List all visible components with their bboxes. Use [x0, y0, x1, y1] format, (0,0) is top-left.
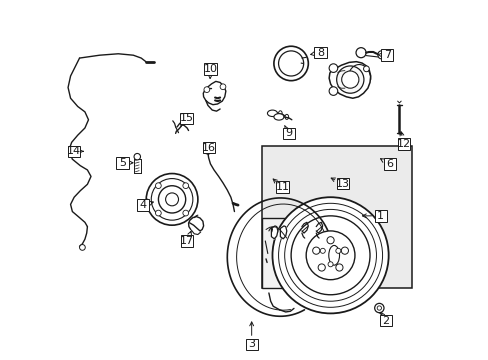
Circle shape	[328, 87, 337, 95]
Ellipse shape	[285, 114, 288, 120]
Circle shape	[155, 210, 161, 216]
Bar	[261, 218, 327, 288]
Circle shape	[336, 66, 363, 93]
Text: 15: 15	[179, 113, 193, 123]
FancyBboxPatch shape	[336, 178, 348, 189]
Circle shape	[134, 153, 140, 160]
Text: 1: 1	[377, 211, 384, 221]
FancyBboxPatch shape	[137, 199, 149, 211]
Circle shape	[374, 303, 383, 313]
Text: 4: 4	[140, 200, 146, 210]
Ellipse shape	[273, 114, 284, 120]
Text: 11: 11	[275, 182, 289, 192]
Ellipse shape	[278, 111, 282, 116]
Circle shape	[165, 193, 178, 206]
Polygon shape	[271, 226, 277, 239]
Circle shape	[273, 46, 308, 81]
Text: 9: 9	[285, 129, 292, 138]
Bar	[261, 146, 411, 288]
FancyBboxPatch shape	[276, 181, 288, 193]
Text: 14: 14	[66, 146, 81, 156]
FancyBboxPatch shape	[379, 315, 391, 326]
Circle shape	[144, 199, 149, 203]
Text: 7: 7	[383, 50, 390, 60]
Circle shape	[312, 247, 319, 254]
FancyBboxPatch shape	[314, 47, 326, 58]
Circle shape	[363, 66, 368, 72]
Circle shape	[320, 248, 325, 253]
Circle shape	[355, 48, 366, 58]
Circle shape	[326, 237, 333, 244]
FancyBboxPatch shape	[116, 157, 128, 168]
FancyBboxPatch shape	[374, 210, 386, 222]
Circle shape	[183, 183, 188, 189]
FancyBboxPatch shape	[180, 113, 192, 124]
Bar	[293, 218, 360, 288]
Text: 13: 13	[335, 179, 349, 189]
Circle shape	[328, 64, 337, 72]
Text: 8: 8	[316, 48, 324, 58]
Circle shape	[155, 183, 161, 189]
Ellipse shape	[328, 246, 339, 265]
FancyBboxPatch shape	[245, 338, 257, 350]
Text: 3: 3	[248, 339, 255, 349]
Text: 12: 12	[396, 139, 410, 149]
Polygon shape	[280, 226, 286, 239]
FancyBboxPatch shape	[202, 142, 214, 153]
Ellipse shape	[267, 110, 277, 117]
FancyBboxPatch shape	[282, 128, 294, 139]
FancyBboxPatch shape	[380, 49, 392, 61]
FancyBboxPatch shape	[67, 145, 80, 157]
Text: 17: 17	[180, 236, 194, 246]
Text: 2: 2	[382, 316, 389, 325]
FancyBboxPatch shape	[204, 63, 216, 75]
Circle shape	[220, 84, 225, 90]
Circle shape	[305, 231, 354, 280]
Circle shape	[272, 197, 388, 314]
Circle shape	[327, 262, 332, 267]
Text: 5: 5	[119, 158, 126, 168]
Text: 6: 6	[386, 159, 392, 169]
Circle shape	[290, 216, 369, 295]
Circle shape	[80, 244, 85, 250]
Text: 10: 10	[203, 64, 217, 74]
Circle shape	[146, 174, 198, 225]
Text: 16: 16	[201, 143, 215, 153]
Circle shape	[341, 71, 358, 88]
Polygon shape	[328, 62, 370, 98]
Circle shape	[335, 264, 342, 271]
Circle shape	[158, 186, 185, 213]
Circle shape	[335, 248, 340, 253]
Circle shape	[376, 306, 381, 310]
Circle shape	[183, 210, 188, 216]
FancyBboxPatch shape	[383, 158, 395, 170]
Circle shape	[203, 87, 209, 93]
FancyBboxPatch shape	[397, 138, 409, 150]
Circle shape	[341, 247, 348, 254]
Circle shape	[318, 264, 325, 271]
FancyBboxPatch shape	[181, 235, 193, 247]
Ellipse shape	[377, 51, 384, 59]
